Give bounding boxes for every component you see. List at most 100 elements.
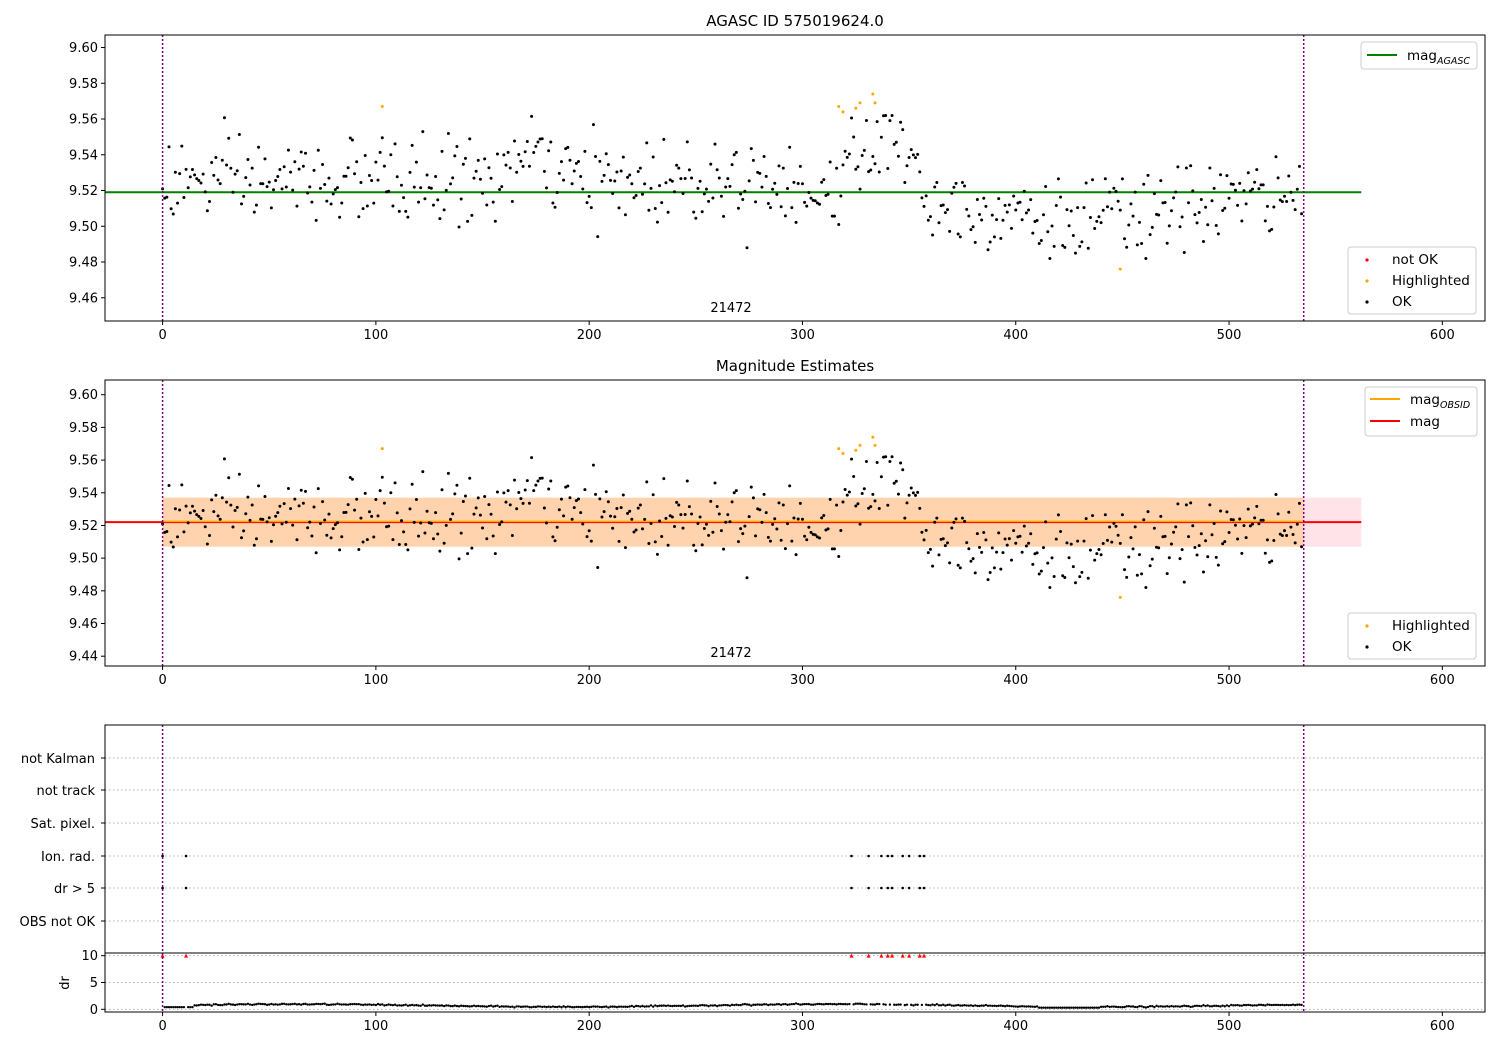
dr-point [986, 1004, 990, 1007]
ok-point [1261, 518, 1265, 522]
ok-point [741, 197, 745, 201]
ok-point [773, 181, 777, 185]
ok-point [995, 218, 999, 222]
ok-point [1152, 192, 1156, 196]
dr-point [935, 1002, 939, 1006]
dr-point [632, 1005, 636, 1009]
y-tick-label: 10 [81, 949, 98, 964]
ok-point [963, 184, 967, 188]
ok-point [1146, 173, 1150, 177]
ok-point [391, 204, 395, 208]
ok-point [318, 521, 322, 525]
ok-point [1046, 230, 1050, 234]
ok-point [310, 200, 314, 204]
ok-point [640, 527, 644, 531]
x-tick-label: 0 [158, 1019, 166, 1034]
dr-point [323, 1002, 326, 1005]
ok-point [1140, 241, 1144, 245]
ok-point [308, 520, 312, 524]
clipped-dr-marker [160, 953, 165, 958]
ok-point [975, 197, 979, 201]
ok-point [340, 535, 344, 539]
ok-point [798, 164, 802, 168]
ok-point [1046, 561, 1050, 565]
ok-legend-marker [1365, 300, 1369, 304]
ok-point [1184, 166, 1188, 170]
ok-point [937, 221, 941, 225]
ok-point [451, 512, 455, 516]
ok-point [1214, 555, 1218, 559]
ok-point [329, 536, 333, 540]
dr-point [592, 1005, 595, 1008]
dr-point [553, 1005, 557, 1009]
ok-point [193, 173, 197, 177]
dr-point [1114, 1005, 1118, 1009]
ok-point [410, 482, 414, 486]
dr-point [342, 1003, 346, 1006]
ok-point [835, 503, 839, 507]
ok-point [638, 166, 642, 170]
dr-point [605, 1005, 608, 1008]
dr-point [634, 1004, 638, 1008]
ok-point [449, 182, 453, 186]
ok-point [762, 155, 766, 159]
ok-point [382, 501, 386, 505]
dr-point [455, 1004, 459, 1008]
dr-point [762, 1003, 766, 1006]
dr-point [285, 1003, 288, 1006]
dr-point [1055, 1006, 1058, 1009]
dr-point [641, 1004, 644, 1008]
ok-point [649, 521, 653, 525]
ok-point [555, 190, 559, 194]
ok-point [195, 177, 199, 181]
x-tick-label: 0 [158, 673, 166, 688]
dr-point [210, 1004, 213, 1007]
dr-point [180, 1005, 183, 1009]
ok-point [463, 494, 467, 498]
ok-point [303, 151, 307, 155]
ok-point [698, 179, 702, 183]
ok-point [579, 511, 583, 515]
ok-point [766, 535, 770, 539]
ok-point [1278, 532, 1282, 536]
ok-point [1059, 529, 1063, 533]
dr-point [1040, 1006, 1043, 1009]
ok-point [918, 170, 922, 174]
dr-point [773, 1003, 776, 1006]
flag-point [922, 854, 926, 858]
ok-point [914, 156, 918, 160]
dr-point [1123, 1005, 1126, 1009]
ok-point [1050, 556, 1054, 560]
ok-point [1233, 523, 1237, 527]
ok-point [374, 160, 378, 164]
ok-point [481, 526, 485, 530]
ok-point [952, 185, 956, 189]
ok-point [434, 511, 438, 515]
ok-point [1257, 522, 1261, 526]
dr-point [511, 1005, 514, 1008]
dr-point [952, 1004, 956, 1007]
dr-point [1057, 1006, 1060, 1009]
ok-point [899, 120, 903, 124]
dr-point [1127, 1005, 1131, 1008]
ok-point [188, 511, 192, 515]
ok-point [1078, 244, 1082, 248]
dr-point [658, 1004, 661, 1007]
ok-point [222, 457, 226, 461]
dr-point [654, 1004, 657, 1007]
ok-point [203, 190, 207, 194]
ok-point [1297, 164, 1301, 168]
ok-point [916, 490, 920, 494]
ok-point [790, 539, 794, 543]
dr-point [238, 1002, 241, 1006]
dr-point [863, 1003, 866, 1006]
dr-point [782, 1003, 785, 1006]
ok-point [749, 147, 753, 151]
dr-point [871, 1003, 875, 1006]
ok-point [182, 196, 186, 200]
ok-point [1242, 189, 1246, 193]
ok-point [197, 179, 201, 183]
y-tick-label: 9.54 [69, 148, 98, 163]
dr-point [573, 1005, 576, 1009]
ok-point [860, 491, 864, 495]
